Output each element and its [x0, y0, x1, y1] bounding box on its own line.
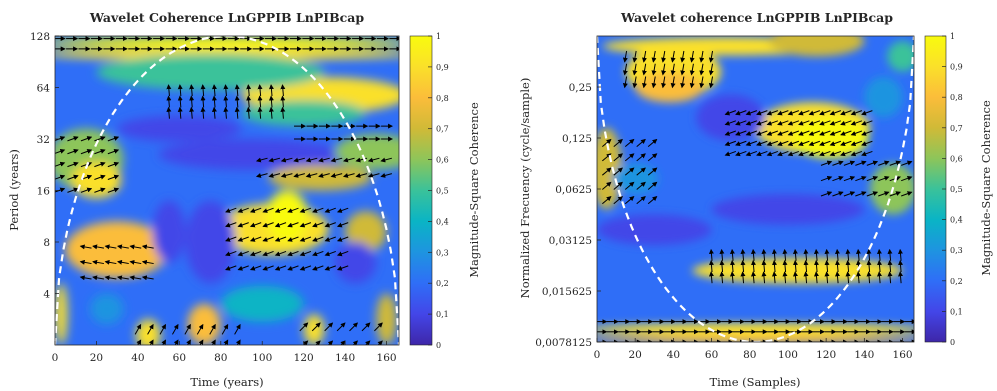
- x-tick-label: 120: [816, 349, 836, 361]
- right-y-axis-label: Normalized Frecuency (cycle/sample): [518, 78, 532, 299]
- x-tick-label: 140: [335, 352, 355, 364]
- colorbar-tick-label: 1: [436, 32, 441, 41]
- coherence-region: [591, 128, 622, 210]
- x-tick-label: 0: [594, 349, 601, 361]
- colorbar-tick-label: 0,9: [950, 63, 963, 72]
- colorbar-tick-label: 0,5: [436, 187, 449, 196]
- coherence-region: [712, 194, 865, 225]
- colorbar-tick-label: 0: [950, 338, 955, 347]
- right-panel: Wavelet coherence LnGPPIB LnPIBcap 0 20 40…: [518, 10, 993, 389]
- x-tick-label: 60: [705, 349, 718, 361]
- colorbar-tick-label: 0,6: [436, 156, 449, 165]
- x-tick-label: 80: [214, 352, 227, 364]
- y-tick-label: 128: [30, 31, 50, 43]
- x-tick-label: 160: [893, 349, 913, 361]
- colorbar-tick-label: 0,3: [950, 246, 963, 255]
- colorbar-tick-label: 0,2: [436, 279, 449, 288]
- y-tick-label: 16: [37, 186, 51, 198]
- right-colorbar-label: Magnitude-Square Coherence: [979, 100, 993, 276]
- x-tick-label: 140: [854, 349, 874, 361]
- coherence-region: [612, 164, 658, 195]
- y-tick-label: 64: [37, 83, 51, 95]
- y-tick-label: 0,03125: [549, 235, 592, 247]
- colorbar-tick-label: 0,2: [950, 277, 963, 286]
- colorbar-tick-label: 0,8: [436, 94, 449, 103]
- colorbar-tick-label: 1: [950, 32, 955, 41]
- right-y-axis: 0,25 0,125 0,0625 0,03125 0,015625 0,0078125: [535, 82, 601, 349]
- coherence-region: [584, 323, 928, 335]
- coherence-region: [117, 116, 241, 142]
- x-tick-label: 80: [743, 349, 756, 361]
- coherence-region: [152, 201, 185, 263]
- coherence-region: [72, 162, 122, 198]
- x-tick-label: 160: [377, 352, 397, 364]
- y-tick-label: 0,0078125: [535, 337, 592, 349]
- x-tick-label: 20: [90, 352, 103, 364]
- x-tick-label: 40: [131, 352, 144, 364]
- coherence-region: [266, 191, 307, 243]
- colorbar-tick-label: 0: [436, 341, 441, 350]
- colorbar-tick-label: 0,8: [950, 93, 963, 102]
- colorbar-tick-label: 0,6: [950, 154, 963, 163]
- left-chart-title: Wavelet Coherence LnGPPIB LnPIBcap: [89, 10, 364, 25]
- coherence-region: [769, 26, 864, 57]
- y-tick-label: 0,25: [569, 82, 592, 94]
- y-tick-label: 0,015625: [542, 286, 592, 298]
- coherence-region: [136, 319, 161, 350]
- coherence-region: [96, 54, 324, 90]
- y-tick-label: 4: [43, 289, 50, 301]
- colorbar-tick-label: 0,7: [950, 124, 963, 133]
- y-tick-label: 0,125: [562, 133, 592, 145]
- coherence-region: [692, 258, 902, 284]
- coherence-region: [792, 118, 868, 159]
- colorbar-tick-label: 0,1: [950, 307, 963, 316]
- y-tick-label: 8: [43, 237, 50, 249]
- coherence-region: [221, 286, 304, 322]
- left-x-axis-label: Time (years): [190, 375, 263, 389]
- colorbar-tick-label: 0,4: [950, 216, 963, 225]
- x-tick-label: 40: [667, 349, 680, 361]
- x-tick-label: 100: [778, 349, 798, 361]
- x-tick-label: 60: [173, 352, 186, 364]
- left-panel: Wavelet Coherence LnGPPIB LnPIBcap 0 20 40…: [7, 10, 481, 389]
- coherence-region: [635, 72, 704, 103]
- right-coherence-map: [584, 15, 928, 343]
- colorbar-tick-label: 0,3: [436, 248, 449, 257]
- x-tick-label: 20: [629, 349, 642, 361]
- x-tick-label: 120: [294, 352, 314, 364]
- coherence-region: [188, 304, 221, 345]
- x-tick-label: 100: [252, 352, 272, 364]
- y-tick-label: 0,0625: [555, 184, 592, 196]
- coherence-region: [597, 215, 712, 246]
- colorbar-tick-label: 0,1: [436, 310, 449, 319]
- right-chart-title: Wavelet coherence LnGPPIB LnPIBcap: [620, 10, 893, 25]
- x-tick-label: 0: [52, 352, 59, 364]
- y-tick-label: 32: [37, 134, 50, 146]
- coherence-region: [696, 95, 765, 141]
- left-y-axis-label: Period (years): [7, 149, 21, 231]
- coherence-region: [186, 201, 236, 283]
- left-colorbar-label: Magnitude-Square Coherence: [467, 102, 481, 278]
- colorbar-tick-label: 0,4: [436, 217, 449, 226]
- colorbar-tick-label: 0,9: [436, 63, 449, 72]
- right-x-axis-label: Time (Samples): [709, 375, 800, 389]
- coherence-region: [90, 294, 123, 325]
- coherence-region: [335, 242, 376, 283]
- coherence-region: [268, 165, 372, 191]
- coherence-region: [376, 294, 397, 346]
- colorbar-tick-label: 0,7: [436, 125, 449, 134]
- left-coherence-map: [40, 36, 417, 350]
- colorbar-tick-label: 0,5: [950, 185, 963, 194]
